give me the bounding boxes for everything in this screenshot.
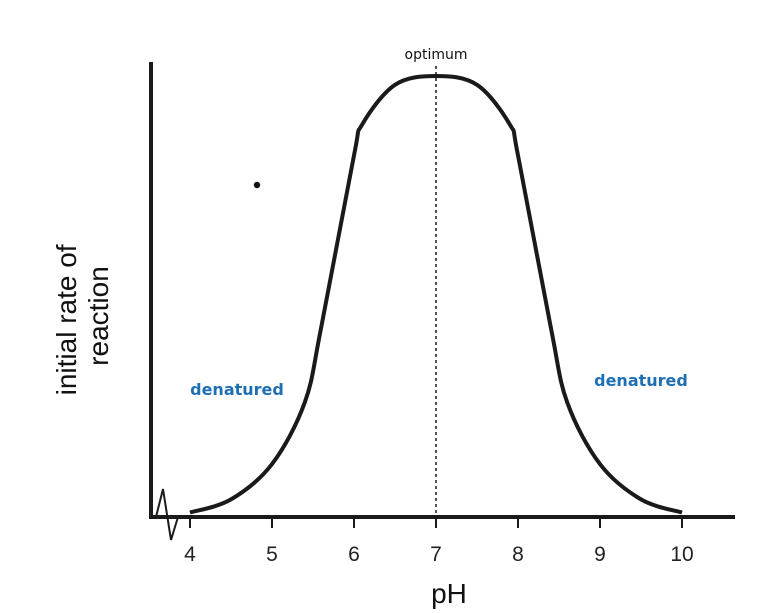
x-tick-label-6: 6 — [348, 543, 360, 566]
denatured-left-label: denatured — [190, 380, 284, 399]
y-axis-title-line-2: reaction — [83, 266, 114, 366]
x-tick-label-7: 7 — [430, 543, 442, 566]
axes — [149, 62, 735, 541]
denatured-right-label: denatured — [594, 371, 688, 390]
x-ticks — [189, 517, 683, 528]
x-axis-title: pH — [431, 578, 467, 609]
optimum-label: optimum — [405, 47, 468, 63]
y-axis-title-line-1: initial rate of — [51, 244, 82, 395]
x-tick-label-5: 5 — [266, 543, 278, 566]
x-tick-label-9: 9 — [594, 543, 606, 566]
x-tick-label-8: 8 — [512, 543, 524, 566]
stray-dot — [253, 181, 261, 189]
axis-break-mark — [155, 488, 179, 541]
y-axis-title: initial rate of reaction — [51, 237, 114, 396]
x-tick-labels: 4 5 6 7 8 9 10 — [184, 543, 694, 566]
rate-curve — [189, 74, 683, 515]
x-tick-label-4: 4 — [184, 543, 196, 566]
x-tick-label-10: 10 — [670, 543, 693, 566]
